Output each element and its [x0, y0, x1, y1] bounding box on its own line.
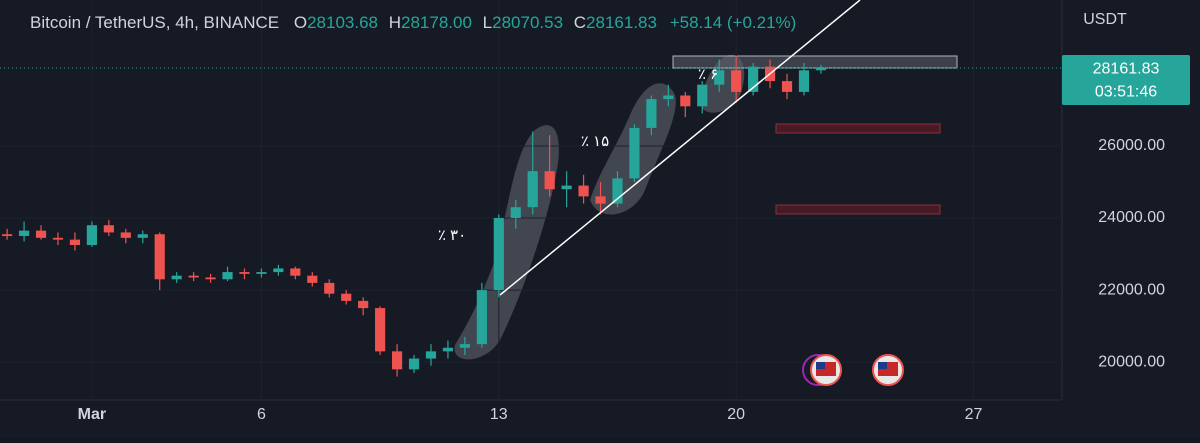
- event-icons: [802, 354, 904, 386]
- candle-body: [561, 185, 572, 190]
- price-tag: 28161.83 03:51:46: [1062, 55, 1190, 106]
- last-price: 28161.83: [1093, 60, 1160, 77]
- candle-body: [205, 277, 216, 280]
- candle-body: [459, 344, 470, 348]
- candle-body: [256, 272, 267, 274]
- candle-body: [375, 308, 386, 352]
- candle-body: [442, 347, 454, 352]
- flag: [816, 362, 825, 369]
- candle-body: [629, 127, 640, 179]
- candle-body: [798, 70, 810, 92]
- candle-body: [510, 207, 521, 219]
- candle-body: [578, 185, 589, 197]
- candle-body: [408, 358, 420, 370]
- candle-body: [154, 234, 165, 280]
- candle-body: [714, 70, 725, 85]
- zone-box: [775, 123, 941, 134]
- candle-body: [697, 84, 708, 107]
- flag: [878, 362, 887, 369]
- candle-body: [171, 275, 182, 280]
- y-tick-label: 20000.00: [1098, 353, 1165, 370]
- trend-line: [499, 0, 861, 296]
- ohlc-value: 28178.00: [401, 13, 472, 32]
- candle-body: [544, 171, 555, 190]
- x-tick-label: 13: [490, 406, 508, 423]
- candle-body: [341, 293, 352, 301]
- x-tick-label: 20: [727, 406, 745, 423]
- change: +58.14 (+0.21%): [670, 13, 797, 32]
- candle-body: [137, 234, 148, 238]
- candle-body: [612, 178, 623, 204]
- zone-box: [672, 55, 958, 69]
- candle-body: [188, 275, 199, 278]
- candle-body: [527, 171, 538, 208]
- ohlc-label: H: [389, 13, 401, 32]
- candle-body: [120, 232, 131, 238]
- y-tick-label: 22000.00: [1098, 281, 1165, 298]
- candle-body: [222, 272, 233, 280]
- x-tick-label: 6: [257, 406, 266, 423]
- candle-body: [35, 230, 47, 238]
- candle-body: [86, 225, 97, 246]
- candle-body: [273, 268, 284, 273]
- y-tick-label: 26000.00: [1098, 137, 1165, 154]
- annotation: ٪ ۶: [698, 66, 718, 83]
- header: Bitcoin / TetherUS, 4h, BINANCE O28103.6…: [30, 13, 796, 32]
- ohlc-label: C: [574, 13, 586, 32]
- candle-body: [391, 351, 403, 370]
- ohlc-label: L: [483, 13, 492, 32]
- candle-body: [748, 66, 759, 92]
- candle-body: [52, 237, 64, 240]
- annotation: ٪ ۳۰: [438, 227, 466, 244]
- candle-body: [69, 239, 81, 246]
- ohlc-value: 28103.68: [307, 13, 378, 32]
- candle-body: [358, 300, 369, 309]
- candle-body: [239, 272, 250, 274]
- ohlc-value: 28070.53: [492, 13, 563, 32]
- candle-body: [290, 268, 301, 276]
- candle-body: [493, 218, 504, 291]
- candle-body: [476, 290, 487, 345]
- candle-body: [18, 230, 30, 237]
- y-tick-label: 24000.00: [1098, 209, 1165, 226]
- chart-title: Bitcoin / TetherUS, 4h, BINANCE: [30, 13, 279, 32]
- price-tag-bg: [1062, 55, 1190, 106]
- annotation: ٪ ۱۵: [581, 133, 609, 150]
- candle-body: [307, 275, 318, 283]
- candle-body: [324, 282, 335, 294]
- candle-body: [731, 70, 742, 92]
- ohlc-label: O: [294, 13, 307, 32]
- currency: USDT: [1083, 11, 1127, 28]
- candle-body: [815, 68, 827, 71]
- candle-body: [781, 81, 793, 92]
- ohlc-value: 28161.83: [586, 13, 657, 32]
- candle-body: [103, 225, 114, 233]
- x-tick-label: Mar: [78, 406, 106, 423]
- zone-box: [775, 204, 941, 215]
- candle-body: [646, 99, 657, 128]
- candle-body: [595, 196, 606, 204]
- candle-body: [425, 351, 437, 359]
- candle-body: [2, 234, 13, 237]
- candle-body: [680, 95, 691, 107]
- x-tick-label: 27: [965, 406, 983, 423]
- countdown: 03:51:46: [1095, 83, 1157, 100]
- candle-body: [663, 95, 674, 100]
